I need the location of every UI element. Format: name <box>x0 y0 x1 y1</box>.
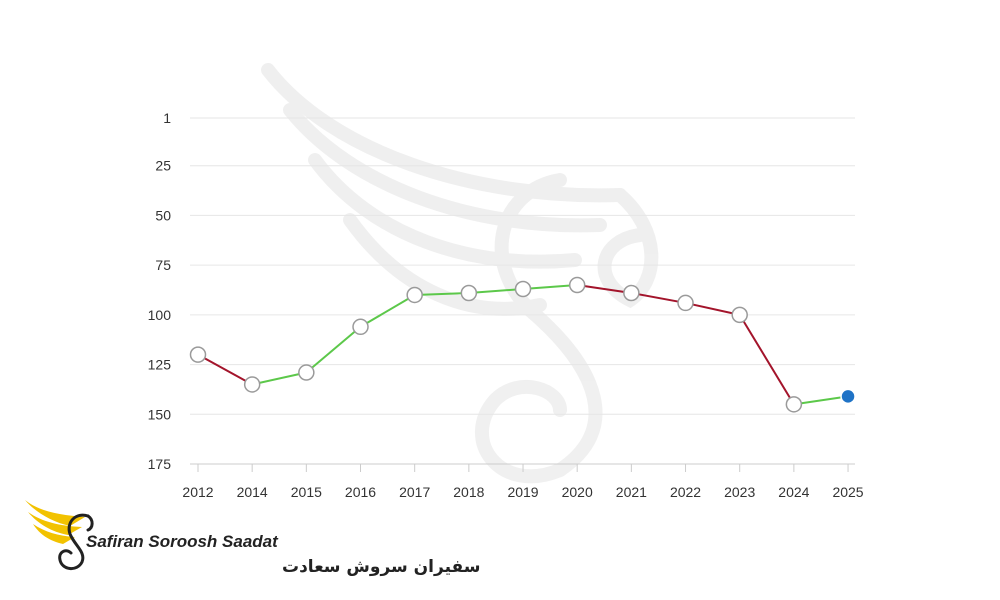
y-tick-label: 175 <box>148 456 172 472</box>
x-tick-label: 2017 <box>399 484 430 500</box>
line-segment-up <box>251 371 307 386</box>
line-segment-up <box>305 326 362 374</box>
data-point[interactable] <box>623 284 640 302</box>
data-point[interactable] <box>352 318 369 336</box>
line-segment-down <box>577 284 632 294</box>
data-point[interactable] <box>568 276 586 294</box>
data-point[interactable] <box>406 286 423 304</box>
line-series <box>197 284 849 406</box>
x-tick-label: 2024 <box>778 484 809 500</box>
gridlines <box>190 117 855 415</box>
x-tick-label: 2018 <box>453 484 484 500</box>
data-point[interactable] <box>785 396 803 413</box>
line-segment-up <box>793 395 849 406</box>
brand-name-en: Safiran Soroosh Saadat <box>86 532 279 551</box>
data-point-current[interactable] <box>840 388 856 405</box>
line-segment-down <box>631 292 686 304</box>
x-tick-label: 2023 <box>724 484 755 500</box>
x-tick-label: 2025 <box>832 484 863 500</box>
x-tick-label: 2021 <box>616 484 647 500</box>
x-tick-label: 2016 <box>345 484 376 500</box>
x-tick-label: 2019 <box>507 484 538 500</box>
x-tick-label: 2020 <box>562 484 593 500</box>
y-tick-label: 100 <box>148 307 172 323</box>
data-point[interactable] <box>514 280 532 298</box>
data-point[interactable] <box>460 284 478 302</box>
x-tick-label: 2015 <box>291 484 322 500</box>
swan-icon <box>58 513 94 570</box>
watermark-logo <box>261 63 659 484</box>
line-segment-down <box>197 353 253 386</box>
line-segment-up <box>522 284 578 291</box>
data-point[interactable] <box>731 306 748 324</box>
data-point[interactable] <box>298 364 315 381</box>
line-segment-up <box>414 291 469 296</box>
y-tick-label: 1 <box>163 110 171 126</box>
y-tick-label: 25 <box>155 158 171 174</box>
line-segment-down <box>738 314 795 405</box>
y-tick-label: 150 <box>148 406 172 422</box>
wing-icon <box>25 500 85 544</box>
x-tick-label: 2012 <box>182 484 213 500</box>
brand-name-fa: سفیران سروش سعادت <box>282 557 480 577</box>
line-segment-up <box>360 294 416 328</box>
data-points <box>189 276 856 413</box>
x-tick-label: 2022 <box>670 484 701 500</box>
data-point[interactable] <box>677 294 694 312</box>
x-axis-ticks: 2012 2014 2015 2016 2017 2018 2019 2020 2021 2022… <box>182 464 864 500</box>
y-tick-label: 125 <box>148 357 172 373</box>
x-tick-label: 2014 <box>237 484 268 500</box>
line-segment-up <box>468 288 524 294</box>
y-tick-label: 75 <box>155 257 171 273</box>
brand-logo: Safiran Soroosh Saadat سفیران سروش سعادت <box>25 500 480 577</box>
line-segment-down <box>685 301 740 316</box>
data-point[interactable] <box>189 346 207 363</box>
data-point[interactable] <box>243 376 261 393</box>
y-tick-label: 50 <box>155 207 171 223</box>
